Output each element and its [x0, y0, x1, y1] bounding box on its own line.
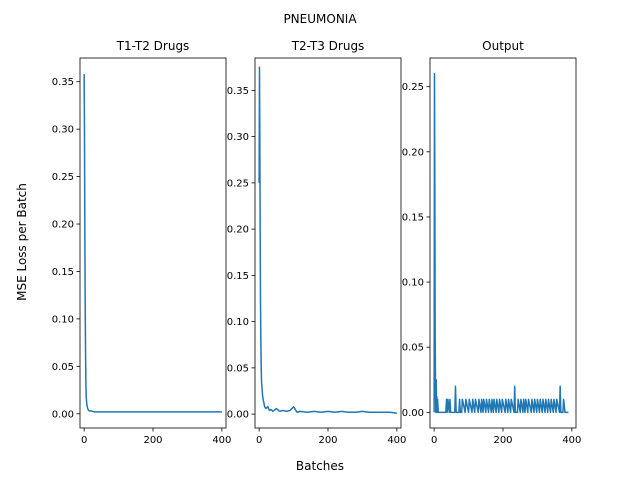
- x-tick-label: 400: [212, 435, 231, 446]
- x-tick-label: 0: [81, 435, 87, 446]
- y-tick-label: 0.30: [52, 125, 74, 136]
- y-tick-label: 0.25: [227, 178, 249, 189]
- y-tick-label: 0.00: [52, 409, 74, 420]
- x-tick-label: 400: [562, 435, 581, 446]
- y-tick-label: 0.25: [52, 172, 74, 183]
- subplot-title: T1-T2 Drugs: [116, 39, 190, 53]
- y-tick-label: 0.15: [52, 267, 74, 278]
- y-tick-label: 0.25: [402, 82, 424, 93]
- x-tick-label: 200: [318, 435, 337, 446]
- series-line: [258, 66, 397, 414]
- subplot-1: T1-T2 Drugs 0 200 400 0.00 0.05 0.10 0.15 0.20 0.…: [52, 39, 232, 446]
- series-line: [433, 72, 569, 414]
- y-tick-label: 0.05: [402, 343, 424, 354]
- x-tick-label: 200: [143, 435, 162, 446]
- y-tick-label: 0.10: [402, 278, 424, 289]
- axes-frame: [429, 57, 577, 429]
- y-tick-label: 0.10: [52, 314, 74, 325]
- y-tick-label: 0.05: [227, 363, 249, 374]
- figure-ylabel: MSE Loss per Batch: [15, 183, 29, 301]
- y-tick-label: 0.15: [227, 271, 249, 282]
- y-tick-label: 0.20: [227, 225, 249, 236]
- y-tick-label: 0.20: [402, 147, 424, 158]
- x-tick-label: 400: [387, 435, 406, 446]
- figure-suptitle: PNEUMONIA: [283, 12, 357, 26]
- axes-frame: [254, 57, 402, 429]
- y-tick-label: 0.15: [402, 212, 424, 223]
- y-tick-label: 0.10: [227, 317, 249, 328]
- subplot-3: Output 0 200 400 0.00 0.05 0.10 0.15 0.20 0.25: [402, 39, 582, 446]
- y-tick-label: 0.35: [52, 77, 74, 88]
- subplot-2: T2-T3 Drugs 0 200 400 0.00 0.05 0.10 0.15 0.20 0.…: [227, 39, 407, 446]
- y-tick-label: 0.35: [227, 86, 249, 97]
- figure-xlabel: Batches: [296, 459, 344, 473]
- y-tick-label: 0.00: [402, 408, 424, 419]
- y-tick-label: 0.30: [227, 132, 249, 143]
- x-tick-label: 200: [493, 435, 512, 446]
- y-tick-label: 0.00: [227, 410, 249, 421]
- x-tick-label: 0: [256, 435, 262, 446]
- y-tick-label: 0.05: [52, 362, 74, 373]
- x-tick-label: 0: [431, 435, 437, 446]
- subplots: T1-T2 Drugs 0 200 400 0.00 0.05 0.10 0.15 0.20 0.…: [52, 39, 582, 446]
- axes-frame: [79, 57, 227, 429]
- subplot-title: Output: [482, 39, 524, 53]
- subplot-title: T2-T3 Drugs: [291, 39, 365, 53]
- series-line: [83, 74, 222, 413]
- y-tick-label: 0.20: [52, 220, 74, 231]
